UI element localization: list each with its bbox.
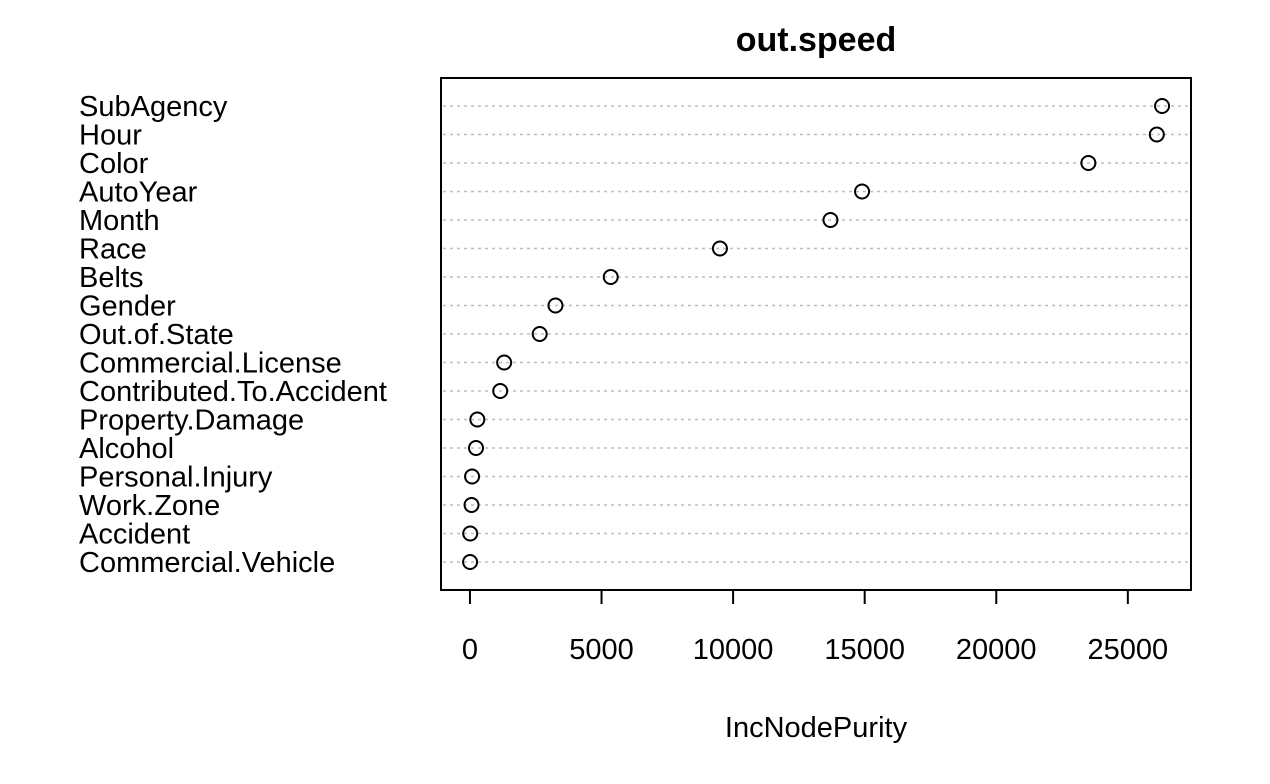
x-tick-label: 5000 xyxy=(569,634,634,666)
x-tick-label: 10000 xyxy=(693,634,774,666)
category-label: SubAgency xyxy=(79,91,228,123)
category-label: Accident xyxy=(79,519,190,551)
x-axis-label: IncNodePurity xyxy=(725,712,908,744)
category-label: AutoYear xyxy=(79,177,198,209)
data-point xyxy=(547,297,564,314)
category-label: Personal.Injury xyxy=(79,462,273,494)
data-point xyxy=(854,183,871,200)
data-point xyxy=(531,326,548,342)
data-point xyxy=(1148,126,1165,143)
data-point xyxy=(463,497,480,513)
category-label: Commercial.License xyxy=(79,348,342,380)
data-point xyxy=(602,269,619,285)
category-label: Alcohol xyxy=(79,433,174,465)
x-tick-label: 15000 xyxy=(824,634,905,666)
data-point xyxy=(462,525,479,542)
x-axis: 0 5000 10000 15000 20000 25000 xyxy=(462,589,1169,666)
data-point xyxy=(462,554,479,570)
category-label: Race xyxy=(79,234,147,266)
x-tick-label: 20000 xyxy=(956,634,1037,666)
category-label: Property.Damage xyxy=(79,405,304,437)
category-label: Commercial.Vehicle xyxy=(79,547,335,579)
category-label: Work.Zone xyxy=(79,490,220,522)
category-label: Hour xyxy=(79,120,142,152)
data-point xyxy=(822,212,839,228)
category-labels: SubAgencyHourColorAutoYearMonthRaceBelts… xyxy=(79,91,387,579)
data-points xyxy=(462,98,1171,570)
data-point xyxy=(469,411,486,428)
category-label: Out.of.State xyxy=(79,319,234,351)
data-point xyxy=(496,354,513,371)
category-label: Month xyxy=(79,205,160,237)
data-point xyxy=(1154,98,1171,114)
data-point xyxy=(468,440,484,456)
category-label: Contributed.To.Accident xyxy=(79,376,387,408)
category-label: Belts xyxy=(79,262,143,294)
data-point xyxy=(464,468,481,485)
x-tick-label: 25000 xyxy=(1088,634,1169,666)
data-point xyxy=(1080,155,1097,171)
data-point xyxy=(492,383,509,399)
data-point xyxy=(711,240,728,257)
category-label: Gender xyxy=(79,291,176,323)
x-tick-label: 0 xyxy=(462,634,478,666)
chart-title: out.speed xyxy=(736,21,897,59)
category-label: Color xyxy=(79,148,149,180)
grid-lines xyxy=(443,105,1189,563)
